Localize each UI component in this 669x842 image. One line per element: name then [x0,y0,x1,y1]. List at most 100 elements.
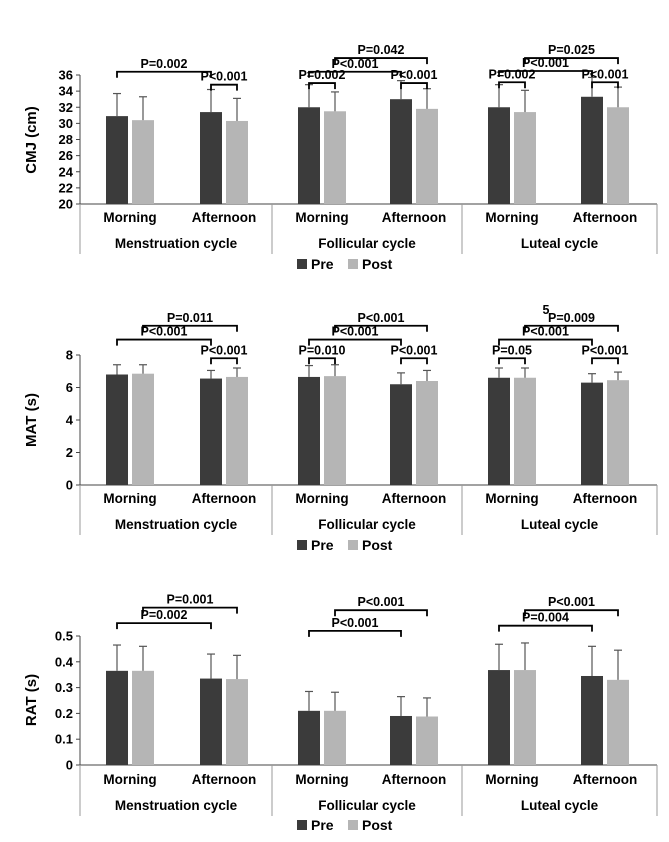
significance-label: P=0.001 [167,593,214,607]
bar-post [514,670,536,765]
significance-bracket [334,57,428,65]
significance-bracket [524,324,619,332]
significance-bracket [210,357,238,365]
significance-label: P=0.002 [489,67,536,81]
significance-label: P<0.001 [358,595,405,609]
legend-swatch-pre [297,540,307,550]
category-label: Morning [103,210,156,225]
category-label: Afternoon [382,772,447,787]
category-label: Afternoon [573,210,638,225]
bar-pre [298,376,320,485]
bar-pre [200,378,222,485]
significance-bracket [334,324,428,332]
chart-panel-3: 0 0.1 0.2 0.3 0.4 0.5 RAT (s) Morning Afternoon M… [23,593,658,833]
significance-label: P<0.001 [548,595,595,609]
bar-pre [390,715,412,765]
bar-post [607,679,629,765]
significance-label: P<0.001 [522,56,569,70]
group-label: Follicular cycle [318,236,416,251]
significance-bracket [142,324,238,332]
group-label: Follicular cycle [318,798,416,813]
bar-pre [298,107,320,204]
category-label: Morning [485,210,538,225]
bar-pre [390,99,412,204]
y-tick-label: 0.2 [55,706,73,721]
significance-label: P<0.001 [332,57,379,71]
bar-pre [298,710,320,765]
legend-swatch-pre [297,820,307,830]
y-tick-label: 26 [59,148,73,163]
significance-label: P<0.001 [332,325,379,339]
y-axis-title: RAT (s) [23,674,40,726]
significance-bracket [308,338,402,346]
significance-label: P=0.004 [522,611,569,625]
category-label: Morning [103,491,156,506]
significance-bracket [498,338,593,346]
y-tick-label: 2 [66,445,73,460]
significance-label: P=0.009 [548,311,595,325]
category-label: Afternoon [573,491,638,506]
legend-swatch-post [348,540,358,550]
bar-post [607,380,629,485]
y-tick-label: 0.5 [55,629,73,644]
bar-post [324,111,346,204]
bar-post [324,710,346,765]
y-tick-label: 24 [59,164,74,179]
bar-post [416,716,438,765]
significance-bracket [498,81,526,89]
significance-bracket [334,609,428,617]
group-label: Menstruation cycle [115,517,238,532]
significance-bracket [498,357,526,365]
significance-bracket [591,357,619,365]
bar-post [324,376,346,485]
y-tick-label: 22 [59,180,73,195]
bar-pre [488,670,510,765]
category-label: Morning [295,210,348,225]
significance-label: P=0.002 [141,608,188,622]
bar-post [132,670,154,765]
category-label: Afternoon [192,772,257,787]
significance-label: P<0.001 [332,616,379,630]
significance-label: P=0.042 [358,43,405,57]
significance-bracket [400,82,428,90]
legend-label-post: Post [362,256,393,272]
significance-label: P<0.001 [522,325,569,339]
significance-bracket [142,606,238,614]
group-label: Luteal cycle [521,517,599,532]
bar-pre [106,670,128,765]
significance-bracket [308,70,402,78]
bar-pre [581,675,603,765]
category-label: Morning [485,772,538,787]
category-label: Afternoon [573,772,638,787]
group-label: Menstruation cycle [115,798,238,813]
bar-post [132,373,154,485]
significance-bracket [498,70,593,77]
bar-post [416,108,438,204]
legend-swatch-post [348,820,358,830]
legend-label-pre: Pre [311,537,334,553]
bar-pre [106,374,128,485]
legend-label-pre: Pre [311,256,334,272]
y-tick-label: 36 [59,68,73,83]
stray-label: 5 [543,303,550,317]
category-label: Afternoon [382,491,447,506]
significance-bracket [116,622,212,630]
y-tick-label: 4 [66,413,74,428]
y-tick-label: 8 [66,348,73,363]
bar-post [514,112,536,204]
y-tick-label: 32 [59,100,73,115]
significance-bracket [308,629,402,637]
bar-pre [488,107,510,204]
group-label: Luteal cycle [521,236,599,251]
legend-swatch-pre [297,259,307,269]
significance-bracket [498,624,593,632]
group-label: Menstruation cycle [115,236,238,251]
bar-pre [581,96,603,204]
bar-pre [200,112,222,204]
significance-label: P=0.010 [299,343,346,357]
significance-label: P<0.001 [201,70,248,84]
y-tick-label: 0.3 [55,680,73,695]
